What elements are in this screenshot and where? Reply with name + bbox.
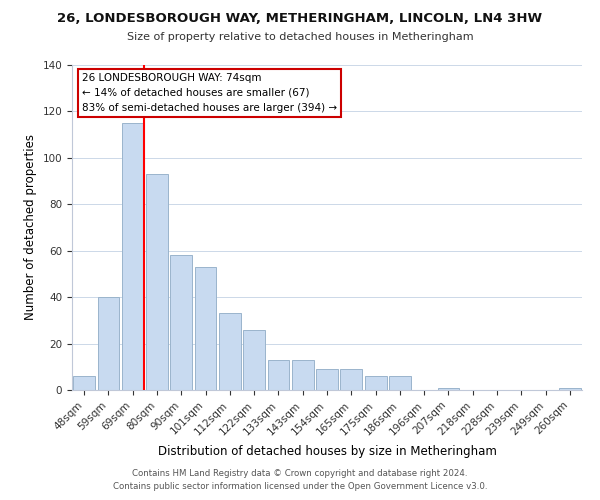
Text: Size of property relative to detached houses in Metheringham: Size of property relative to detached ho… bbox=[127, 32, 473, 42]
Bar bbox=[122, 123, 143, 390]
Bar bbox=[559, 388, 581, 390]
Text: 26 LONDESBOROUGH WAY: 74sqm
← 14% of detached houses are smaller (67)
83% of sem: 26 LONDESBOROUGH WAY: 74sqm ← 14% of det… bbox=[82, 73, 337, 112]
Bar bbox=[97, 297, 119, 390]
Bar bbox=[316, 369, 338, 390]
Text: 26, LONDESBOROUGH WAY, METHERINGHAM, LINCOLN, LN4 3HW: 26, LONDESBOROUGH WAY, METHERINGHAM, LIN… bbox=[58, 12, 542, 26]
Bar bbox=[194, 267, 217, 390]
Bar bbox=[73, 376, 95, 390]
Bar bbox=[365, 376, 386, 390]
Bar bbox=[437, 388, 460, 390]
Bar bbox=[389, 376, 411, 390]
Bar bbox=[146, 174, 168, 390]
Bar bbox=[243, 330, 265, 390]
Text: Contains public sector information licensed under the Open Government Licence v3: Contains public sector information licen… bbox=[113, 482, 487, 491]
Bar bbox=[292, 360, 314, 390]
Y-axis label: Number of detached properties: Number of detached properties bbox=[24, 134, 37, 320]
Bar bbox=[219, 314, 241, 390]
Bar bbox=[170, 256, 192, 390]
Text: Contains HM Land Registry data © Crown copyright and database right 2024.: Contains HM Land Registry data © Crown c… bbox=[132, 468, 468, 477]
Bar bbox=[340, 369, 362, 390]
Bar bbox=[268, 360, 289, 390]
X-axis label: Distribution of detached houses by size in Metheringham: Distribution of detached houses by size … bbox=[158, 445, 496, 458]
